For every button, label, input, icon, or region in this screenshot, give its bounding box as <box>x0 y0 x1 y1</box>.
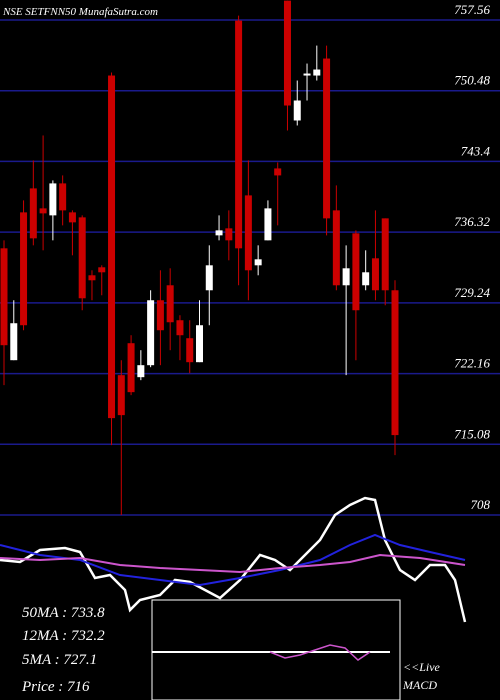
candle-body <box>186 338 194 363</box>
y-tick-label: 750.48 <box>454 73 490 88</box>
candle-body <box>156 300 164 331</box>
candle-body <box>303 73 311 76</box>
y-tick-label: 715.08 <box>454 426 490 441</box>
candle-body <box>59 183 67 211</box>
indicator-line <box>0 553 466 574</box>
ma-label: 12MA : 732.2 <box>22 628 105 644</box>
candle-body <box>20 212 28 326</box>
candle-body <box>137 365 145 378</box>
chart-title: NSE SETFNN50 MunafaSutra.com <box>2 6 158 18</box>
ma-label: 5MA : 727.1 <box>22 652 97 668</box>
candle-body <box>176 320 184 336</box>
indicator-line <box>0 496 467 623</box>
candle-body <box>0 248 8 346</box>
macd-box <box>151 599 401 700</box>
y-tick-label: 729.24 <box>454 285 490 300</box>
indicator-line <box>0 533 466 587</box>
candle-body <box>371 258 379 291</box>
y-tick-label: 743.4 <box>461 143 491 158</box>
candle-body <box>342 268 350 286</box>
candle-body <box>98 267 106 273</box>
candle-body <box>274 168 282 176</box>
macd-signal <box>269 644 371 661</box>
y-tick-label: 736.32 <box>454 214 490 229</box>
candle-body <box>264 208 272 241</box>
candle-body <box>29 188 37 239</box>
candle-body <box>352 233 360 311</box>
candle-body <box>147 300 155 366</box>
candle-body <box>391 290 399 436</box>
live-label: <<Live <box>403 660 441 674</box>
candle-body <box>49 183 57 216</box>
candle-body <box>293 100 301 121</box>
candle-body <box>362 272 370 286</box>
candle-body <box>108 75 116 419</box>
candle-body <box>78 217 86 299</box>
y-tick-label: 722.16 <box>454 356 490 371</box>
y-tick-label: 757.56 <box>454 2 490 17</box>
candle-body <box>244 195 252 271</box>
candle-body <box>39 208 47 214</box>
candle-body <box>10 323 18 361</box>
candle-body <box>215 230 223 236</box>
candle-body <box>313 69 321 76</box>
price-label: Price : 716 <box>21 679 90 695</box>
candle-body <box>332 210 340 286</box>
candle-body <box>68 212 76 223</box>
candle-body <box>117 375 125 416</box>
candle-body <box>323 58 331 219</box>
candle-body <box>254 259 262 266</box>
candle-body <box>225 228 233 241</box>
candle-body <box>166 285 174 323</box>
candle-body <box>196 325 203 363</box>
ma-label: 50MA : 733.8 <box>22 605 105 621</box>
y-tick-label: 708 <box>471 497 491 512</box>
candle-body <box>88 275 96 281</box>
candle-body <box>205 265 213 291</box>
candle-body <box>235 20 243 249</box>
macd-label: MACD <box>402 678 437 692</box>
candle-body <box>127 343 135 393</box>
candle-body <box>381 218 389 291</box>
candle-body <box>283 0 291 106</box>
